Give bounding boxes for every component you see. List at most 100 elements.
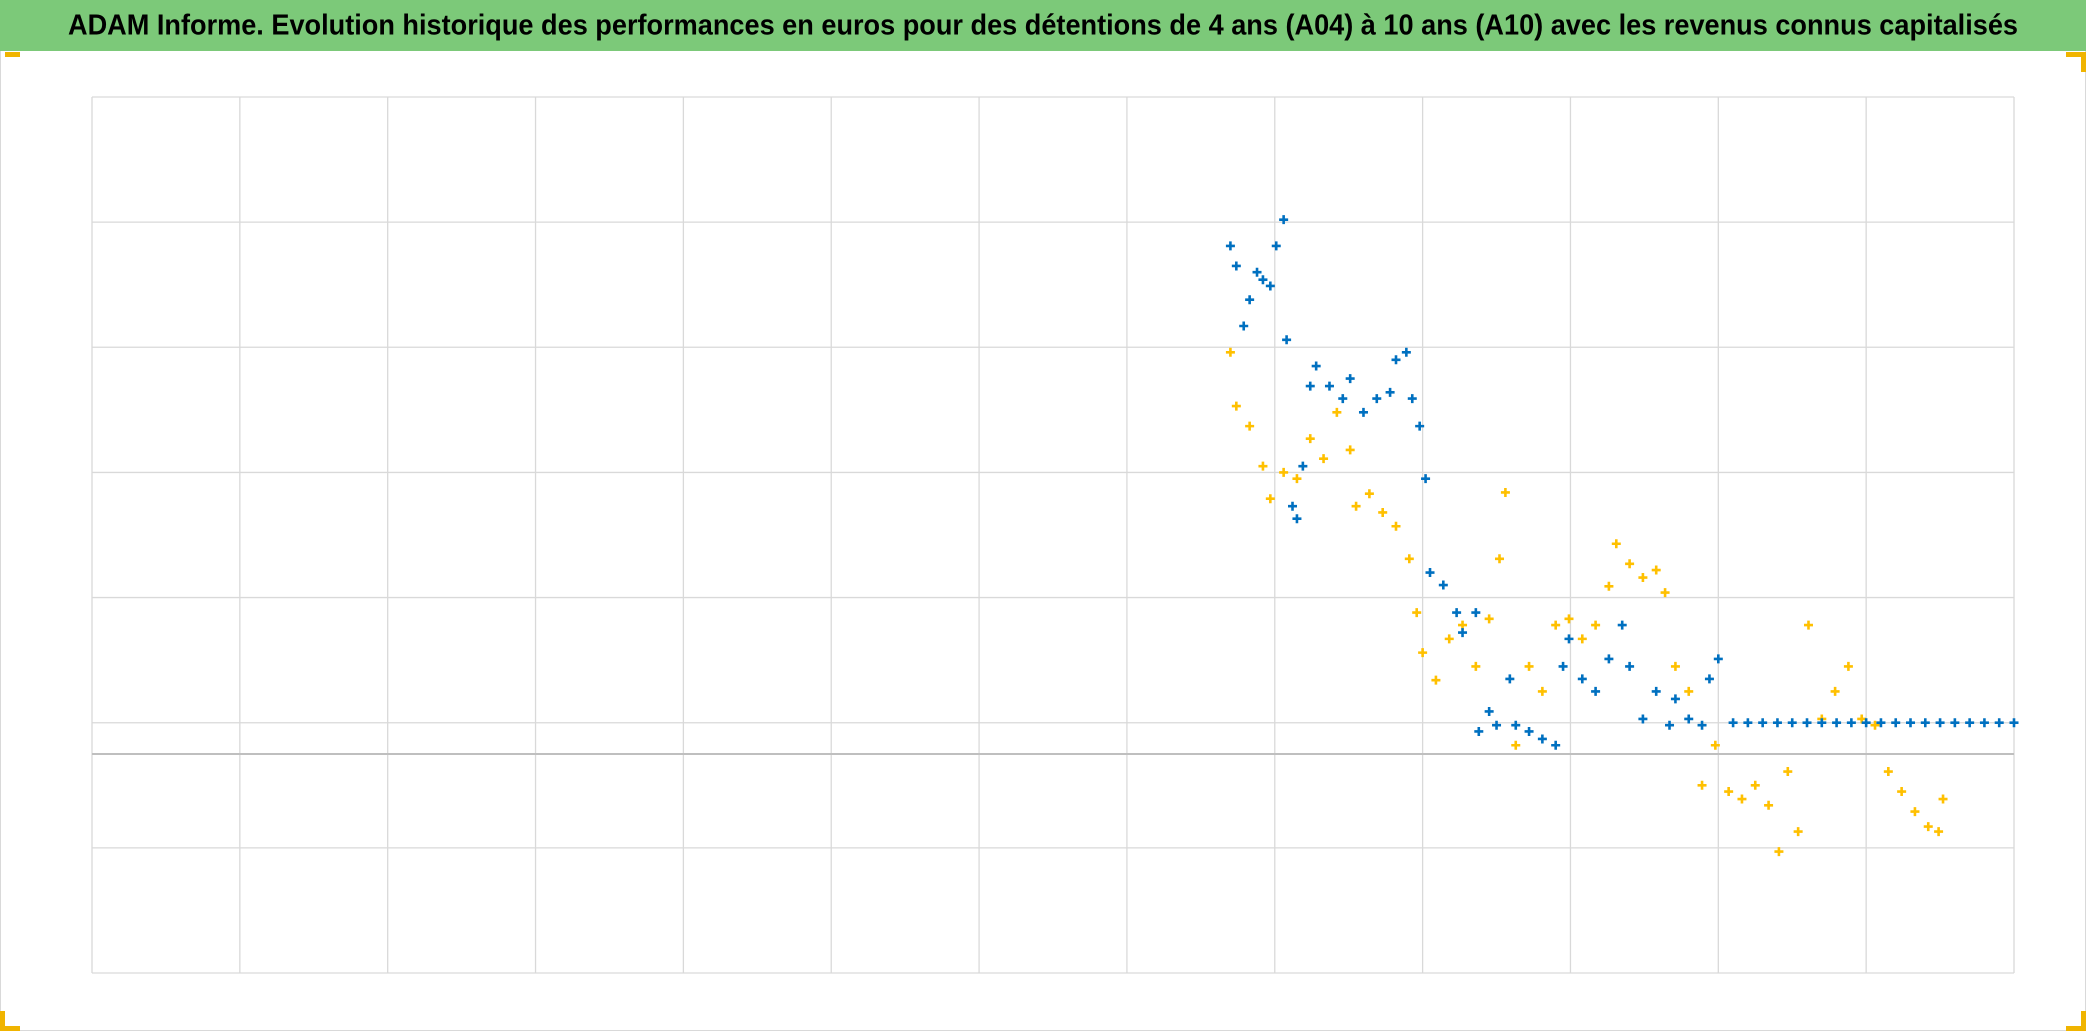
point [1271, 241, 1281, 251]
point [1511, 720, 1521, 730]
point [1358, 407, 1368, 417]
point [1994, 718, 2004, 728]
point [1385, 387, 1395, 397]
point [1407, 394, 1417, 404]
point [1846, 718, 1856, 728]
point [1425, 568, 1435, 578]
point [1391, 521, 1401, 531]
point [1484, 614, 1494, 624]
point [1724, 787, 1734, 797]
point [1364, 489, 1374, 499]
point [1471, 608, 1481, 618]
point [1474, 726, 1484, 736]
point [1537, 686, 1547, 696]
point [1774, 847, 1784, 857]
point [1783, 767, 1793, 777]
point [1737, 794, 1747, 804]
point [1282, 335, 1292, 345]
point [1710, 740, 1720, 750]
point [1697, 720, 1707, 730]
point [1876, 718, 1886, 728]
point [1764, 800, 1774, 810]
point [1670, 661, 1680, 671]
point [1891, 718, 1901, 728]
point [1665, 720, 1675, 730]
point [1265, 494, 1275, 504]
point [1401, 347, 1411, 357]
point [1524, 661, 1534, 671]
point [1906, 718, 1916, 728]
point [1651, 565, 1661, 575]
point [1604, 581, 1614, 591]
point [1391, 355, 1401, 365]
point [1378, 507, 1388, 517]
point [1950, 718, 1960, 728]
point [1484, 706, 1494, 716]
series [1225, 215, 2019, 750]
point [1415, 421, 1425, 431]
point [1979, 718, 1989, 728]
point [1292, 514, 1302, 524]
point [1265, 281, 1275, 291]
point [1239, 321, 1249, 331]
title-bar [0, 0, 2086, 51]
point [1625, 559, 1635, 569]
point [1670, 694, 1680, 704]
point [1577, 634, 1587, 644]
point [1404, 554, 1414, 564]
point [1870, 720, 1880, 730]
point [1258, 461, 1268, 471]
point [1279, 467, 1289, 477]
point [1252, 267, 1262, 277]
point [1684, 714, 1694, 724]
point [1861, 718, 1871, 728]
point [1245, 421, 1255, 431]
point [1332, 407, 1342, 417]
point [1551, 620, 1561, 630]
point [1505, 674, 1515, 684]
point [1651, 686, 1661, 696]
point [1832, 718, 1842, 728]
point [1728, 718, 1738, 728]
point [1920, 718, 1930, 728]
point [1803, 620, 1813, 630]
point [1431, 675, 1441, 685]
point [1458, 628, 1468, 638]
point [1500, 487, 1510, 497]
point [1817, 718, 1827, 728]
point [1965, 718, 1975, 728]
point [1345, 445, 1355, 455]
point [1524, 726, 1534, 736]
point [1558, 661, 1568, 671]
point [1897, 787, 1907, 797]
point [1564, 614, 1574, 624]
point [1787, 718, 1797, 728]
point [1577, 674, 1587, 684]
point [1591, 620, 1601, 630]
point [1305, 434, 1315, 444]
point [1638, 714, 1648, 724]
point [1935, 718, 1945, 728]
point [1758, 718, 1768, 728]
point [1551, 740, 1561, 750]
point [1492, 720, 1502, 730]
point [1660, 588, 1670, 598]
point [1324, 381, 1334, 391]
point [1793, 827, 1803, 837]
point [1611, 539, 1621, 549]
point [1225, 241, 1235, 251]
point [1444, 634, 1454, 644]
point [1231, 401, 1241, 411]
point [1843, 661, 1853, 671]
point [1802, 718, 1812, 728]
point [1495, 554, 1504, 564]
point [1458, 620, 1468, 630]
point [1938, 794, 1948, 804]
point [1830, 686, 1840, 696]
point [1704, 674, 1714, 684]
point [1625, 661, 1635, 671]
point [1697, 780, 1707, 790]
